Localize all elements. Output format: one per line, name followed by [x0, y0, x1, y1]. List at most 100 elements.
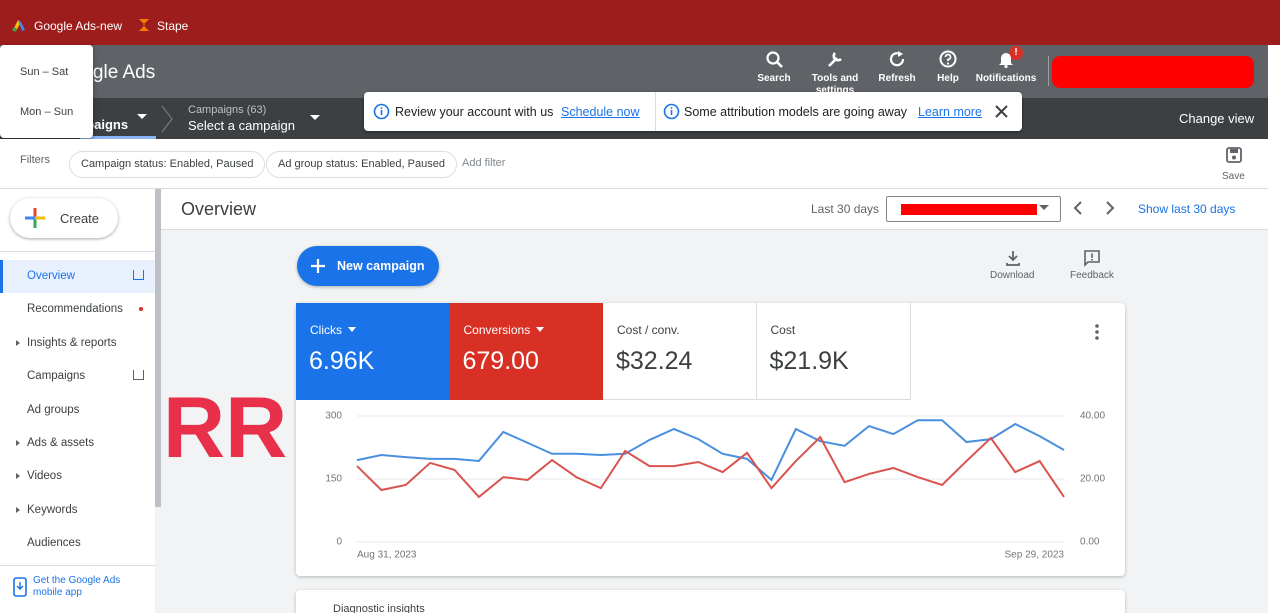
notification-badge: !: [1009, 46, 1023, 60]
overview-header: [161, 189, 1268, 230]
nav-item[interactable]: Insights & reports: [27, 336, 117, 349]
more-menu[interactable]: [1093, 323, 1101, 341]
metric-name: Conversions: [463, 323, 531, 337]
redacted-range: [901, 204, 1037, 215]
metric-card[interactable]: [296, 303, 450, 400]
header-action[interactable]: Tools and settings: [811, 73, 859, 93]
metric-name: Cost / conv.: [617, 323, 680, 337]
action-icon: [766, 51, 783, 68]
metric-value: 679.00: [462, 347, 539, 375]
plus-icon: [25, 208, 45, 228]
date-menu: [0, 45, 93, 138]
action-icon: [828, 52, 842, 67]
y-tick-label: 0: [336, 537, 342, 548]
phone-icon: [13, 577, 27, 597]
bookmark[interactable]: Google Ads-new: [34, 19, 123, 33]
right-edge: [1268, 45, 1280, 613]
overlay-text: RR: [163, 380, 288, 476]
nav-item[interactable]: Ad groups: [27, 403, 80, 416]
sidebar: [0, 189, 155, 613]
download-button[interactable]: Download: [990, 270, 1035, 281]
filter-chip[interactable]: Campaign status: Enabled, Paused: [69, 151, 266, 178]
add-filter[interactable]: Add filter: [462, 157, 506, 169]
y2-tick-label: 40.00: [1080, 411, 1105, 422]
dropdown-arrow: [310, 115, 320, 120]
create-label: Create: [60, 211, 100, 226]
expand-arrow: [16, 339, 20, 346]
new-campaign-label: New campaign: [337, 259, 425, 273]
menu-option[interactable]: Mon – Sun: [20, 106, 74, 118]
header-action[interactable]: Search: [757, 73, 791, 84]
y-tick-label: 300: [325, 411, 342, 422]
home-icon: [133, 270, 144, 280]
nav-item[interactable]: Overview: [27, 270, 75, 282]
y2-tick-label: 20.00: [1080, 474, 1105, 485]
metric-arrow: [348, 327, 356, 332]
scrollbar: [155, 189, 161, 507]
close-button[interactable]: [994, 104, 1009, 119]
show-link[interactable]: Show last 30 days: [1138, 202, 1236, 216]
notice-bar: [364, 92, 1022, 131]
chevron: [161, 105, 173, 133]
divider: [655, 92, 656, 131]
app-link[interactable]: Get the Google Ads mobile app: [33, 575, 121, 598]
nav-item[interactable]: Audiences: [27, 537, 81, 550]
save-icon: [1226, 147, 1242, 163]
ads-icon: [12, 20, 25, 32]
active-item-bg: [0, 260, 155, 293]
nav-item[interactable]: Keywords: [27, 503, 78, 516]
filter-chip[interactable]: Ad group status: Enabled, Paused: [266, 151, 457, 178]
stape-icon: [139, 19, 149, 31]
feedback-icon: [1084, 250, 1100, 267]
nav-item[interactable]: Recommendations: [27, 303, 123, 316]
header-action[interactable]: Help: [937, 73, 959, 84]
header-action[interactable]: Notifications: [975, 73, 1037, 84]
notice-link[interactable]: Schedule now: [561, 105, 640, 119]
y-tick-label: 150: [325, 474, 342, 485]
bookmarks-bar: [0, 0, 1280, 45]
metric-card[interactable]: [756, 303, 911, 400]
x-tick-label: Sep 29, 2023: [1005, 550, 1065, 561]
divider: [0, 565, 155, 566]
bookmark[interactable]: Stape: [157, 19, 189, 33]
section-title: Diagnostic insights: [333, 603, 425, 613]
expand-arrow: [16, 506, 20, 513]
x-tick-label: Aug 31, 2023: [357, 550, 417, 561]
metric-value: $32.24: [616, 347, 693, 375]
save-button[interactable]: Save: [1222, 171, 1245, 182]
home-icon: [133, 370, 144, 380]
notice-link[interactable]: Learn more: [918, 105, 982, 119]
nav-item[interactable]: Campaigns: [27, 370, 86, 383]
prev-button[interactable]: [1072, 200, 1084, 216]
header-action[interactable]: Refresh: [878, 73, 916, 84]
filter-bar: [0, 139, 1268, 189]
next-button[interactable]: [1104, 200, 1116, 216]
metric-card[interactable]: [449, 303, 604, 400]
feedback-button[interactable]: Feedback: [1070, 270, 1114, 281]
series-line: [356, 435, 1065, 499]
alert-dot: [139, 307, 143, 311]
info-icon: [663, 103, 680, 120]
action-icon: [939, 50, 957, 68]
change-view[interactable]: Change view: [1179, 111, 1255, 126]
action-icon: [999, 53, 1013, 68]
series-line: [356, 419, 1065, 482]
action-icon: [889, 51, 905, 67]
campaign-picker[interactable]: Select a campaign: [188, 118, 295, 133]
menu-option[interactable]: Sun – Sat: [20, 66, 69, 78]
nav-item[interactable]: Ads & assets: [27, 437, 95, 449]
nav-item[interactable]: Videos: [27, 470, 62, 483]
notice-text: Review your account with us: [395, 105, 554, 119]
tab-indicator: [80, 136, 156, 139]
divider: [0, 251, 155, 252]
metric-card[interactable]: [603, 303, 757, 400]
dropdown-arrow: [137, 114, 147, 119]
info-icon: [373, 103, 390, 120]
y2-tick-label: 0.00: [1080, 537, 1100, 548]
page-title: Overview: [181, 199, 257, 219]
expand-arrow: [16, 473, 20, 480]
notice-text: Some attribution models are going away: [684, 105, 908, 119]
redacted-account: [1052, 56, 1254, 88]
range-label: Last 30 days: [811, 202, 880, 216]
